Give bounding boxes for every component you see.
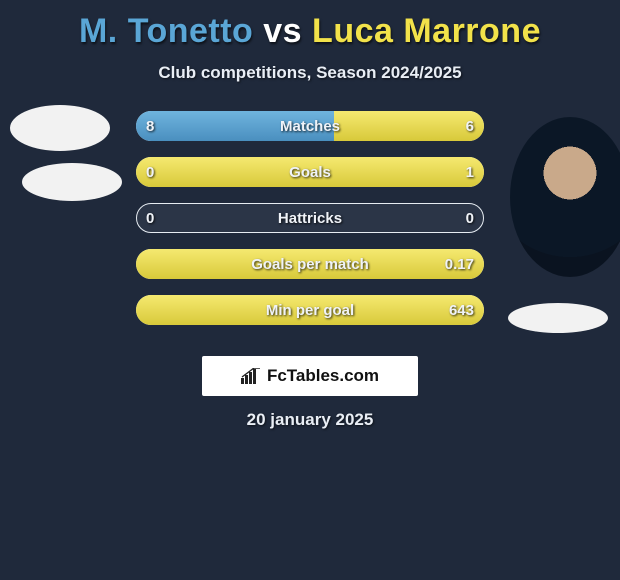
- stat-value-left: 0: [146, 203, 154, 233]
- stat-value-left: 8: [146, 111, 154, 141]
- player1-avatar-placeholder: [10, 105, 110, 151]
- stat-label: Goals: [136, 157, 484, 187]
- player1-avatar-placeholder-2: [22, 163, 122, 201]
- stat-value-right: 0: [466, 203, 474, 233]
- stat-bar: Hattricks0 0: [136, 203, 484, 233]
- stat-bar: Goals per match0.17: [136, 249, 484, 279]
- stat-value-left: 0: [146, 157, 154, 187]
- player2-avatar: [510, 117, 620, 277]
- stat-value-right: 1: [466, 157, 474, 187]
- stat-label: Goals per match: [136, 249, 484, 279]
- stat-bar: Min per goal643: [136, 295, 484, 325]
- stat-value-right: 0.17: [445, 249, 474, 279]
- stat-label: Min per goal: [136, 295, 484, 325]
- stat-value-right: 643: [449, 295, 474, 325]
- player2-name: Luca Marrone: [312, 12, 541, 50]
- snapshot-date: 20 january 2025: [0, 410, 620, 430]
- subtitle: Club competitions, Season 2024/2025: [0, 63, 620, 83]
- stat-label: Matches: [136, 111, 484, 141]
- stat-bar: Goals0 1: [136, 157, 484, 187]
- stat-value-right: 6: [466, 111, 474, 141]
- player2-avatar-placeholder: [508, 303, 608, 333]
- chart-icon: [241, 368, 261, 384]
- comparison-title: M. Tonetto vs Luca Marrone: [0, 0, 620, 51]
- title-vs: vs: [263, 12, 302, 50]
- stat-bar: Matches8 6: [136, 111, 484, 141]
- stat-label: Hattricks: [136, 203, 484, 233]
- stat-bars: Matches86Goals01Hattricks00Goals per mat…: [136, 111, 484, 341]
- brand-badge: FcTables.com: [202, 356, 418, 396]
- player1-name: M. Tonetto: [79, 12, 253, 50]
- brand-text: FcTables.com: [267, 366, 379, 386]
